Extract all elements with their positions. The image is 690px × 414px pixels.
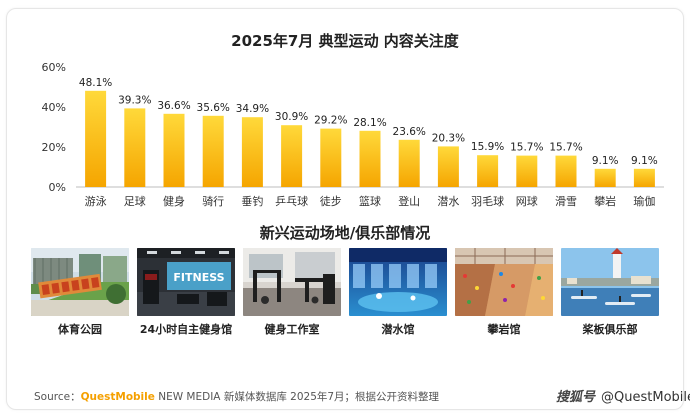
brand-sub: NEW MEDIA (154, 391, 221, 403)
watermark-handle: @QuestMobile (601, 390, 690, 405)
bar (320, 128, 342, 187)
sohu-logo-text: 搜狐号 (556, 390, 596, 405)
venue-caption: 体育公园 (58, 323, 102, 336)
fitness-studio-photo (243, 248, 341, 316)
bar-value-label: 20.3% (432, 132, 465, 144)
venue-card-fitness-studio: 健身工作室 (243, 248, 341, 337)
value-labels: 48.1% 39.3% 36.6% 35.6% 34.9% 30.9% 29.2% 28.1%… (79, 77, 658, 167)
bar-value-label: 39.3% (118, 94, 151, 106)
category-label: 瑜伽 (633, 194, 655, 208)
paddleboard-club-photo (561, 248, 659, 316)
bar-value-label: 9.1% (592, 155, 619, 167)
category-label: 篮球 (359, 194, 381, 208)
source-prefix: Source： (34, 391, 81, 403)
venue-caption: 潜水馆 (381, 323, 415, 336)
content-frame (6, 8, 684, 410)
category-label: 滑雪 (555, 195, 577, 208)
category-label: 徒步 (320, 194, 342, 208)
bar-value-label: 36.6% (157, 100, 190, 112)
bar (124, 108, 146, 187)
bar-value-label: 48.1% (79, 77, 112, 89)
venue-photos: 体育公园 FITNESS (31, 248, 659, 340)
diving-pool-photo (349, 248, 447, 316)
bar-value-label: 15.7% (549, 142, 582, 154)
category-label: 骑行 (202, 195, 224, 208)
bar (398, 139, 420, 187)
venue-card-paddleboard: 桨板俱乐部 (561, 248, 659, 337)
category-label: 乒乓球 (275, 194, 308, 208)
venue-card-diving: 潜水馆 (349, 248, 447, 337)
bar (477, 155, 499, 187)
bar-value-label: 35.6% (197, 102, 230, 114)
bar (594, 168, 616, 187)
source-footer: Source：QuestMobile NEW MEDIA 新媒体数据库 2025… (34, 389, 439, 404)
bar (281, 125, 303, 187)
venue-card-gym: FITNESS 24小时自主健身馆 (137, 248, 235, 337)
bar-value-label: 23.6% (393, 126, 426, 138)
watermark: 搜狐号 @QuestMobile (556, 386, 690, 405)
bar (555, 155, 577, 187)
bar-value-label: 30.9% (275, 111, 308, 123)
category-label: 游泳 (85, 194, 107, 208)
category-label: 攀岩 (594, 194, 616, 208)
category-label: 登山 (398, 194, 420, 208)
y-axis-labels: 0% 20% 40% 60% (42, 61, 66, 194)
brand-name: QuestMobile (80, 391, 155, 403)
chart-title: 2025年7月 典型运动 内容关注度 (231, 32, 459, 50)
category-label: 足球 (124, 194, 146, 208)
y-tick-label: 0% (49, 181, 66, 194)
bar (633, 168, 655, 187)
venue-caption: 健身工作室 (264, 323, 320, 336)
category-label: 羽毛球 (471, 194, 504, 208)
y-tick-label: 40% (42, 101, 66, 114)
gym-sign-text: FITNESS (173, 271, 224, 284)
venue-card-climbing: 攀岩馆 (455, 248, 553, 337)
bar (163, 113, 185, 187)
bar (359, 130, 381, 187)
bar-chart: 0% 20% 40% 60% 48.1% 39.3% 36.6% 35.6% 34.9% 30.… (42, 61, 664, 208)
bar (202, 115, 224, 187)
bar (516, 155, 538, 187)
source-text: 新媒体数据库 2025年7月；根据公开资料整理 (220, 391, 440, 403)
bar (85, 90, 107, 187)
venue-caption: 24小时自主健身馆 (139, 323, 233, 336)
climbing-gym-photo (455, 248, 553, 316)
category-label: 垂钓 (241, 194, 263, 208)
venue-card-sports-park: 体育公园 (31, 248, 129, 337)
y-tick-label: 60% (42, 61, 66, 74)
bar (437, 146, 459, 187)
bar (241, 117, 263, 187)
category-labels: 游泳 足球 健身 骑行 垂钓 乒乓球 徒步 篮球 登山 潜水 羽毛球 网球 滑雪 攀岩 瑜伽 (85, 194, 656, 208)
bar-value-label: 29.2% (314, 115, 347, 127)
bar-value-label: 28.1% (353, 117, 386, 129)
section-title: 新兴运动场地/俱乐部情况 (259, 224, 431, 242)
venue-caption: 桨板俱乐部 (582, 323, 638, 336)
sports-park-photo (31, 248, 129, 316)
category-label: 潜水 (437, 194, 459, 208)
gym-photo: FITNESS (137, 248, 235, 316)
y-tick-label: 20% (42, 141, 66, 154)
bar-value-label: 9.1% (631, 155, 658, 167)
bars (85, 90, 655, 187)
bar-value-label: 15.7% (510, 142, 543, 154)
venue-caption: 攀岩馆 (487, 323, 521, 336)
bar-value-label: 34.9% (236, 103, 269, 115)
category-label: 健身 (163, 194, 185, 208)
category-label: 网球 (516, 194, 538, 208)
bar-value-label: 15.9% (471, 141, 504, 153)
